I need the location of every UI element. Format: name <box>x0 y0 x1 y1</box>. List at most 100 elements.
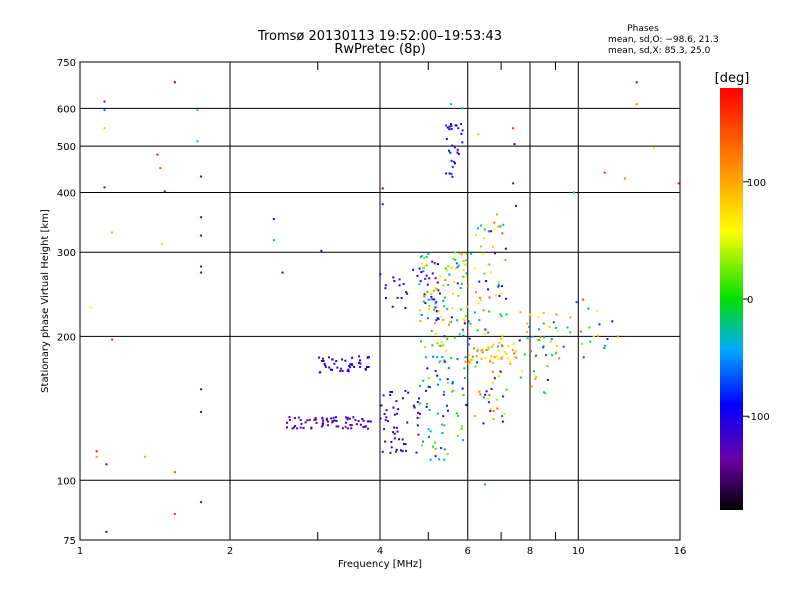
data-point <box>454 267 457 270</box>
data-point <box>453 146 456 149</box>
data-point <box>436 356 439 359</box>
data-point <box>439 360 442 363</box>
data-points <box>89 81 680 533</box>
data-point <box>432 445 435 448</box>
data-point <box>444 279 447 282</box>
data-point <box>424 301 427 304</box>
data-point <box>474 234 477 237</box>
data-point <box>499 225 502 228</box>
data-point <box>485 329 488 332</box>
data-point <box>427 377 430 380</box>
data-point <box>449 320 452 323</box>
colorbar-tick-label: 0 <box>747 295 753 306</box>
data-point <box>556 330 559 333</box>
data-point <box>497 281 500 284</box>
data-point <box>536 338 539 341</box>
data-point <box>429 430 432 433</box>
data-point <box>385 409 388 412</box>
data-point <box>299 426 302 429</box>
data-point <box>334 416 337 419</box>
data-point <box>465 272 468 275</box>
data-point <box>483 272 486 275</box>
data-point <box>402 442 405 445</box>
data-point <box>504 259 507 262</box>
data-point <box>293 417 296 420</box>
data-point <box>442 344 445 347</box>
data-point <box>324 364 327 367</box>
data-point <box>569 331 572 334</box>
data-point <box>302 426 305 429</box>
data-point <box>430 298 433 301</box>
data-point <box>436 288 439 291</box>
data-point <box>389 393 392 396</box>
data-point <box>449 151 452 154</box>
data-point <box>539 336 542 339</box>
data-point <box>467 343 470 346</box>
data-point <box>456 319 459 322</box>
data-point <box>496 355 499 358</box>
data-point <box>394 450 397 453</box>
data-point <box>435 319 438 322</box>
data-point <box>293 426 296 429</box>
data-point <box>347 370 350 373</box>
data-point <box>434 441 437 444</box>
data-point <box>423 293 426 296</box>
y-tick-label: 200 <box>57 332 76 343</box>
data-point <box>444 296 447 299</box>
data-point <box>493 377 496 380</box>
data-point <box>450 266 453 269</box>
data-point <box>467 285 470 288</box>
data-point <box>463 367 466 370</box>
data-point <box>421 255 424 258</box>
data-point <box>487 230 490 233</box>
data-point <box>322 360 325 363</box>
data-point <box>331 368 334 371</box>
data-point <box>426 283 429 286</box>
data-point <box>331 421 334 424</box>
data-point <box>469 252 472 255</box>
data-point <box>446 269 449 272</box>
data-point <box>497 283 500 286</box>
data-point <box>406 292 409 295</box>
data-point <box>323 362 326 365</box>
data-point <box>447 149 450 152</box>
data-point <box>427 298 430 301</box>
data-point <box>490 355 493 358</box>
y-tick-label: 600 <box>57 104 76 115</box>
data-point <box>500 337 503 340</box>
data-point <box>515 356 518 359</box>
data-point <box>405 291 408 294</box>
data-point <box>463 376 466 379</box>
data-point <box>481 351 484 354</box>
data-point <box>438 292 441 295</box>
data-point <box>341 369 344 372</box>
data-point <box>486 347 489 350</box>
data-point <box>286 426 289 429</box>
data-point <box>400 297 403 300</box>
data-point <box>480 357 483 360</box>
data-point <box>326 420 329 423</box>
data-point <box>447 323 450 326</box>
data-point <box>554 326 557 329</box>
colorbar-ticks: 100 0 -100 <box>743 178 770 423</box>
data-point <box>445 137 448 140</box>
data-point <box>418 267 421 270</box>
data-point <box>442 284 445 287</box>
data-point <box>434 287 437 290</box>
data-point <box>479 393 482 396</box>
data-point <box>401 438 404 441</box>
data-point <box>478 319 481 322</box>
data-point <box>497 349 500 352</box>
data-point <box>451 380 454 383</box>
data-point <box>582 298 585 301</box>
data-point <box>443 390 446 393</box>
data-point <box>461 328 464 331</box>
data-point <box>310 427 313 430</box>
data-point <box>538 339 541 342</box>
data-point <box>433 298 436 301</box>
data-point <box>425 389 428 392</box>
data-point <box>485 279 488 282</box>
data-point <box>450 356 453 359</box>
y-tick-label: 500 <box>57 142 76 153</box>
data-point <box>512 127 515 130</box>
